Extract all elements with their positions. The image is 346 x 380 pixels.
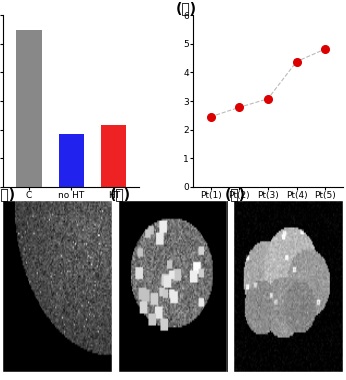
Text: (ㅁ): (ㅁ) [225,187,246,201]
Text: (ㄷ): (ㄷ) [0,187,16,201]
Bar [101,125,126,187]
Text: (ㄹ): (ㄹ) [110,187,131,201]
Bar [58,134,84,187]
Text: (ㄴ): (ㄴ) [175,2,197,16]
Bar [16,30,42,187]
